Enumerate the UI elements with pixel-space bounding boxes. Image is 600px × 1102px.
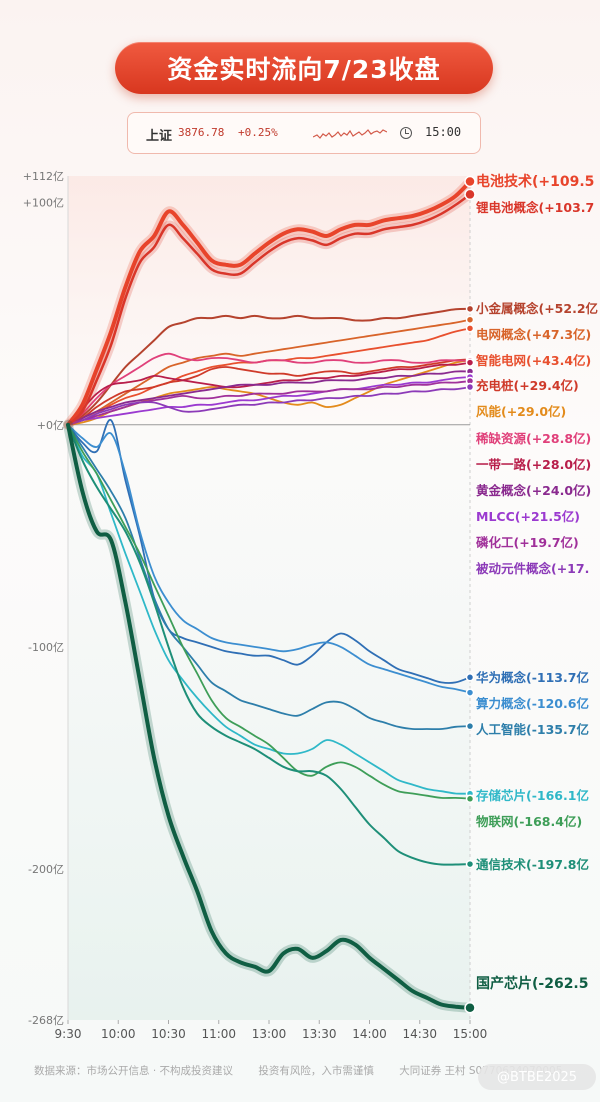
index-name: 上证 xyxy=(146,129,173,144)
y-tick-label: -200亿 xyxy=(28,863,64,876)
series-label: 智能电网(+43.4亿) xyxy=(475,353,591,368)
series-line-电池技术 xyxy=(66,179,472,427)
series-label: 磷化工(+19.7亿) xyxy=(476,535,579,550)
x-tick-label: 11:00 xyxy=(201,1027,236,1041)
index-value: 3876.78 xyxy=(178,126,225,139)
series-label: 物联网(-168.4亿) xyxy=(476,814,582,829)
x-tick-label: 13:00 xyxy=(252,1027,287,1041)
series-line-锂电池概念 xyxy=(66,193,472,427)
series-line-黄金概念 xyxy=(67,370,471,426)
series-line-小金属概念 xyxy=(67,307,471,426)
series-end-point xyxy=(465,673,475,682)
series-label: 风能(+29.0亿) xyxy=(476,404,566,419)
series-label: MLCC(+21.5亿) xyxy=(476,509,580,524)
series-line-通信技术 xyxy=(67,423,471,866)
series-label: 被动元件概念(+17. xyxy=(476,561,589,576)
series-end-point xyxy=(465,324,475,333)
series-label: 黄金概念(+24.0亿) xyxy=(476,483,591,498)
series-end-point xyxy=(464,188,476,201)
footer-source: 数据来源：市场公开信息 · 不构成投资建议 xyxy=(34,1065,234,1077)
series-label: 小金属概念(+52.2亿 xyxy=(475,301,598,316)
x-tick-label: 13:30 xyxy=(302,1027,337,1041)
series-label: 锂电池概念(+103.7 xyxy=(476,200,594,215)
sparkline-icon xyxy=(313,129,387,139)
series-end-point xyxy=(465,304,475,314)
series-end-point xyxy=(465,358,475,367)
series-label: 人工智能(-135.7亿 xyxy=(476,722,589,737)
y-tick-label: +0亿 xyxy=(37,419,64,432)
negative-zone xyxy=(68,426,470,1020)
clock-icon xyxy=(400,127,412,139)
series-line-国产芯片 xyxy=(66,422,472,1010)
series-end-point xyxy=(465,794,475,804)
x-tick-label: 9:30 xyxy=(55,1027,82,1041)
series-line-算力概念 xyxy=(67,423,471,694)
series-label: 一带一路(+28.0亿) xyxy=(476,457,591,472)
series-label: 存储芯片(-166.1亿 xyxy=(475,788,589,803)
series-end-point xyxy=(465,859,475,869)
series-label: 国产芯片(-262.5 xyxy=(476,975,589,992)
series-label: 电池技术(+109.5 xyxy=(476,173,594,190)
page-title: 资金实时流向7/23收盘 xyxy=(115,42,493,94)
series-line-MLCC xyxy=(67,376,471,426)
series-line-华为概念 xyxy=(67,419,471,684)
x-tick-label: 14:00 xyxy=(352,1027,387,1041)
series-label: 通信技术(-197.8亿 xyxy=(476,857,589,872)
series-end-point xyxy=(465,382,475,392)
series-label: 算力概念(-120.6亿 xyxy=(476,696,589,711)
index-time: 15:00 xyxy=(425,125,462,139)
series-label: 华为概念(-113.7亿 xyxy=(476,670,589,685)
series-line-电网概念 xyxy=(67,318,471,426)
watermark-handle: @BTBE2025 xyxy=(478,1064,596,1090)
y-tick-label: +112亿 xyxy=(23,170,64,183)
series-label: 充电桩(+29.4亿) xyxy=(476,378,579,393)
series-line-存储芯片 xyxy=(67,423,471,795)
index-change: +0.25% xyxy=(238,126,278,139)
series-line-被动元件概念 xyxy=(67,386,471,426)
x-tick-label: 10:00 xyxy=(101,1027,136,1041)
series-label: 稀缺资源(+28.8亿) xyxy=(476,431,591,446)
series-end-point xyxy=(464,1002,476,1014)
series-line-一带一路 xyxy=(67,361,471,426)
y-tick-label: -100亿 xyxy=(28,641,64,654)
series-end-point xyxy=(465,721,475,731)
x-tick-label: 14:30 xyxy=(402,1027,437,1041)
series-end-point xyxy=(465,688,475,697)
x-tick-label: 15:00 xyxy=(453,1027,488,1041)
series-label: 电网概念(+47.3亿) xyxy=(476,327,591,342)
series-line-物联网 xyxy=(67,423,471,800)
series-line-充电桩 xyxy=(67,358,471,426)
series-end-point xyxy=(465,315,475,324)
series-end-point xyxy=(464,175,476,188)
x-tick-label: 10:30 xyxy=(151,1027,186,1041)
y-tick-label: -268亿 xyxy=(28,1014,64,1027)
y-tick-label: +100亿 xyxy=(23,197,64,210)
series-line-稀缺资源 xyxy=(67,352,471,426)
footer-risk: 投资有风险，入市需谨慎 xyxy=(258,1065,374,1077)
index-ticker: 上证 3876.78 +0.25% 15:00 xyxy=(127,112,481,154)
